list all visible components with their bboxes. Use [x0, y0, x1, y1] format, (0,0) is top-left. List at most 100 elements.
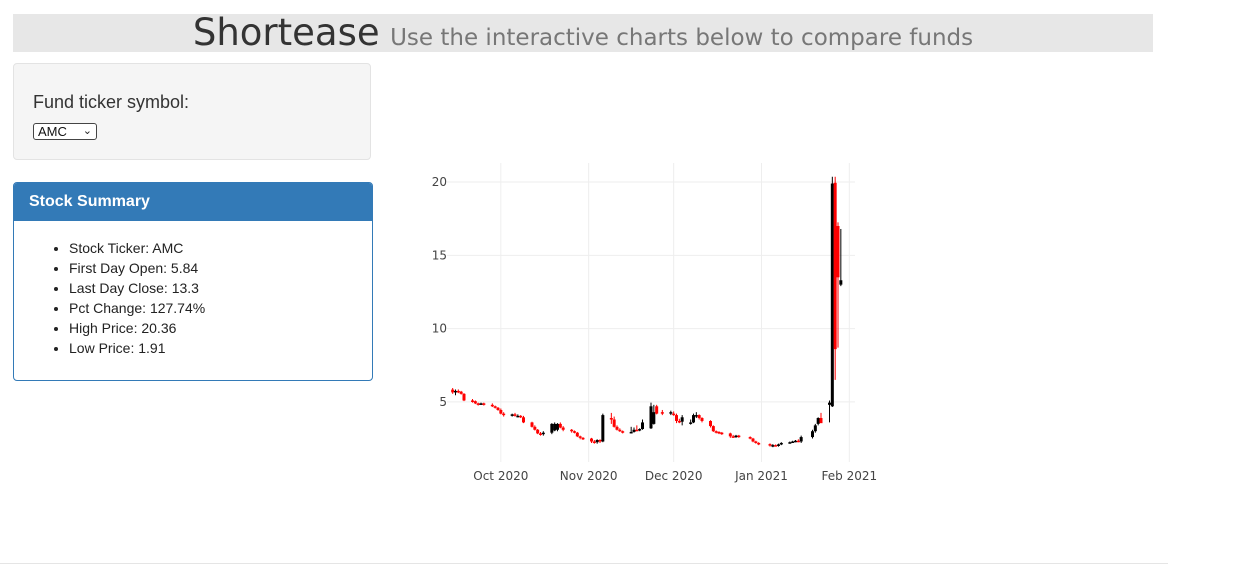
- x-tick-label: Nov 2020: [560, 469, 618, 483]
- summary-pct-change: Pct Change: 127.74%: [69, 298, 205, 318]
- candle-body: [836, 226, 840, 278]
- y-tick-label: 5: [439, 395, 447, 409]
- candle-body: [774, 445, 778, 447]
- stock-summary-panel: Stock Summary Stock Ticker: AMC First Da…: [13, 182, 373, 381]
- candle-body: [796, 440, 800, 443]
- candle-body: [737, 435, 741, 438]
- candle-body: [621, 431, 625, 433]
- summary-high-price: High Price: 20.36: [69, 318, 205, 338]
- candle-body: [751, 438, 755, 442]
- candle-body: [513, 414, 517, 416]
- candle-body: [573, 431, 576, 433]
- controls-panel: Fund ticker symbol: AMC ⌄: [13, 63, 371, 160]
- candle-body: [595, 440, 599, 443]
- candle-body: [728, 433, 732, 437]
- candle-body: [777, 444, 780, 446]
- summary-ticker: Stock Ticker: AMC: [69, 238, 205, 258]
- candle-body: [479, 403, 483, 405]
- x-tick-label: Dec 2020: [645, 469, 703, 483]
- candle-body: [490, 404, 494, 407]
- candle-body: [694, 415, 698, 417]
- header-banner: Shortease Use the interactive charts bel…: [13, 14, 1153, 52]
- divider: [0, 563, 1168, 564]
- stock-summary-list: Stock Ticker: AMC First Day Open: 5.84 L…: [14, 238, 205, 358]
- candle-body: [819, 418, 823, 424]
- candle-body: [768, 444, 772, 446]
- ticker-label: Fund ticker symbol:: [33, 92, 190, 112]
- candle-body: [609, 418, 613, 420]
- candle-body: [598, 440, 602, 442]
- candle-body: [830, 183, 834, 407]
- candle-body: [496, 407, 500, 410]
- candle-body: [828, 402, 831, 405]
- candle-body: [575, 432, 579, 437]
- candle-body: [779, 442, 783, 445]
- candle-body: [561, 427, 565, 430]
- candle-body: [709, 420, 712, 427]
- candle-body: [731, 436, 735, 438]
- candle-body: [813, 425, 817, 432]
- x-tick-label: Oct 2020: [473, 469, 528, 483]
- summary-first-open: First Day Open: 5.84: [69, 258, 205, 278]
- candle-body: [677, 420, 681, 423]
- candle-body: [799, 437, 803, 442]
- candle-body: [635, 429, 639, 432]
- ticker-select[interactable]: AMC ⌄: [33, 123, 97, 140]
- candle-body: [578, 436, 582, 438]
- candle-body: [697, 415, 701, 419]
- candle-body: [522, 417, 525, 423]
- candle-body: [519, 415, 523, 418]
- candle-body: [541, 432, 545, 435]
- candle-body: [502, 413, 506, 416]
- candle-body: [680, 417, 684, 422]
- candle-body: [454, 390, 457, 393]
- candle-body: [692, 415, 695, 423]
- candle-body: [499, 409, 503, 414]
- y-tick-label: 20: [432, 175, 447, 189]
- summary-low-price: Low Price: 1.91: [69, 338, 205, 358]
- candle-body: [794, 440, 797, 443]
- candle-body: [456, 390, 460, 393]
- candle-body: [714, 431, 718, 433]
- candle-body: [493, 406, 497, 408]
- candle-body: [833, 182, 837, 350]
- candle-body: [558, 423, 562, 428]
- candle-body: [641, 422, 644, 430]
- candle-body: [553, 423, 557, 431]
- candle-body: [811, 431, 814, 438]
- candle-body: [720, 432, 724, 435]
- candle-body: [675, 415, 678, 421]
- candle-body: [655, 406, 659, 414]
- candle-body: [757, 442, 761, 445]
- candle-body: [536, 429, 540, 434]
- candle-body: [516, 415, 520, 418]
- candle-body: [601, 415, 605, 442]
- candle-body: [632, 429, 636, 432]
- candle-body: [711, 426, 715, 432]
- candle-body: [476, 403, 480, 405]
- chevron-down-icon: ⌄: [82, 125, 92, 137]
- candle-body: [533, 426, 537, 430]
- candle-body: [791, 441, 795, 443]
- candle-body: [669, 412, 673, 414]
- candle-body: [462, 393, 466, 401]
- candle-body: [592, 441, 596, 443]
- app-title: Shortease: [192, 11, 380, 54]
- app-subtitle: Use the interactive charts below to comp…: [390, 25, 974, 51]
- candle-body: [615, 426, 619, 430]
- candle-body: [839, 280, 843, 285]
- candle-body: [612, 419, 616, 427]
- y-tick-label: 10: [432, 322, 447, 336]
- candle-body: [451, 389, 455, 393]
- candle-body: [754, 441, 758, 443]
- candle-body: [618, 429, 622, 432]
- candle-body: [652, 412, 656, 424]
- candle-body: [510, 414, 514, 416]
- candle-body: [638, 429, 642, 431]
- candle-body: [788, 442, 792, 444]
- candle-body: [539, 433, 542, 435]
- candle-body: [556, 423, 559, 430]
- summary-last-close: Last Day Close: 13.3: [69, 278, 205, 298]
- ticker-select-value: AMC: [38, 124, 67, 139]
